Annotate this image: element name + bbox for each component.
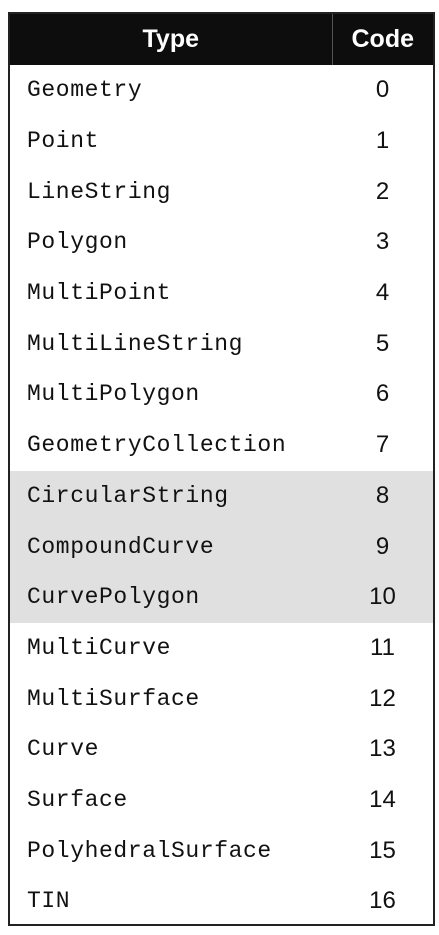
code-cell: 12 [369, 684, 396, 712]
type-cell: CompoundCurve [10, 521, 332, 572]
type-cell: MultiPolygon [27, 381, 200, 408]
code-cell: 3 [375, 228, 390, 256]
table-row: CircularString 8 [10, 470, 433, 522]
geometry-type-code-table: Type Code Geometry 0 Point 1 LineString 2 P… [8, 12, 435, 926]
header-row: Type Code [10, 14, 433, 65]
type-cell: Surface [27, 786, 128, 813]
code-cell: 0 [375, 76, 390, 104]
table-body: Geometry 0 Point 1 LineString 2 Polygon 3 Mu… [10, 65, 433, 927]
table-row: TIN 16 [10, 876, 433, 927]
type-cell: GeometryCollection [27, 432, 287, 459]
table-row: MultiCurve 11 [10, 623, 433, 674]
type-cell: CurvePolygon [10, 571, 332, 623]
type-cell: MultiCurve [27, 634, 172, 661]
table-row: LineString 2 [10, 166, 433, 217]
table-row: MultiPoint 4 [10, 268, 433, 319]
type-column-header: Type [10, 14, 333, 65]
table-row: MultiSurface 12 [10, 673, 433, 724]
table-row: MultiLineString 5 [10, 318, 433, 369]
type-cell: Geometry [27, 77, 143, 104]
table-row: GeometryCollection 7 [10, 420, 433, 471]
code-cell: 1 [375, 127, 390, 155]
type-cell: CircularString [10, 470, 332, 522]
code-cell: 8 [332, 470, 433, 522]
code-cell: 11 [370, 633, 395, 661]
code-cell: 16 [369, 887, 396, 915]
code-cell: 14 [369, 785, 396, 813]
code-cell: 7 [375, 431, 390, 459]
table-row: CompoundCurve 9 [10, 521, 433, 572]
table-row: Polygon 3 [10, 217, 433, 268]
code-cell: 6 [375, 380, 390, 408]
code-cell: 4 [375, 279, 390, 307]
code-cell: 2 [375, 177, 390, 205]
table-row: Point 1 [10, 116, 433, 167]
code-cell: 13 [369, 735, 396, 763]
code-column-header: Code [332, 14, 433, 65]
code-cell: 15 [369, 836, 396, 864]
code-cell: 9 [332, 521, 433, 572]
type-cell: TIN [27, 888, 71, 915]
code-cell: 5 [375, 329, 390, 357]
table-row: Curve 13 [10, 724, 433, 775]
table-row: Geometry 0 [10, 65, 433, 116]
table-row: Surface 14 [10, 775, 433, 826]
table-row: PolyhedralSurface 15 [10, 825, 433, 876]
type-cell: MultiSurface [27, 685, 200, 712]
type-cell: Polygon [27, 229, 128, 256]
type-cell: Curve [27, 736, 100, 763]
table-row: CurvePolygon 10 [10, 571, 433, 623]
type-cell: LineString [27, 178, 172, 205]
code-cell: 10 [332, 571, 433, 623]
type-cell: PolyhedralSurface [27, 837, 272, 864]
table-row: MultiPolygon 6 [10, 369, 433, 420]
table-header: Type Code [10, 14, 433, 65]
type-code-table: Type Code Geometry 0 Point 1 LineString 2 P… [10, 14, 433, 927]
type-cell: MultiPoint [27, 280, 172, 307]
type-cell: Point [27, 128, 100, 155]
type-cell: MultiLineString [27, 330, 244, 357]
